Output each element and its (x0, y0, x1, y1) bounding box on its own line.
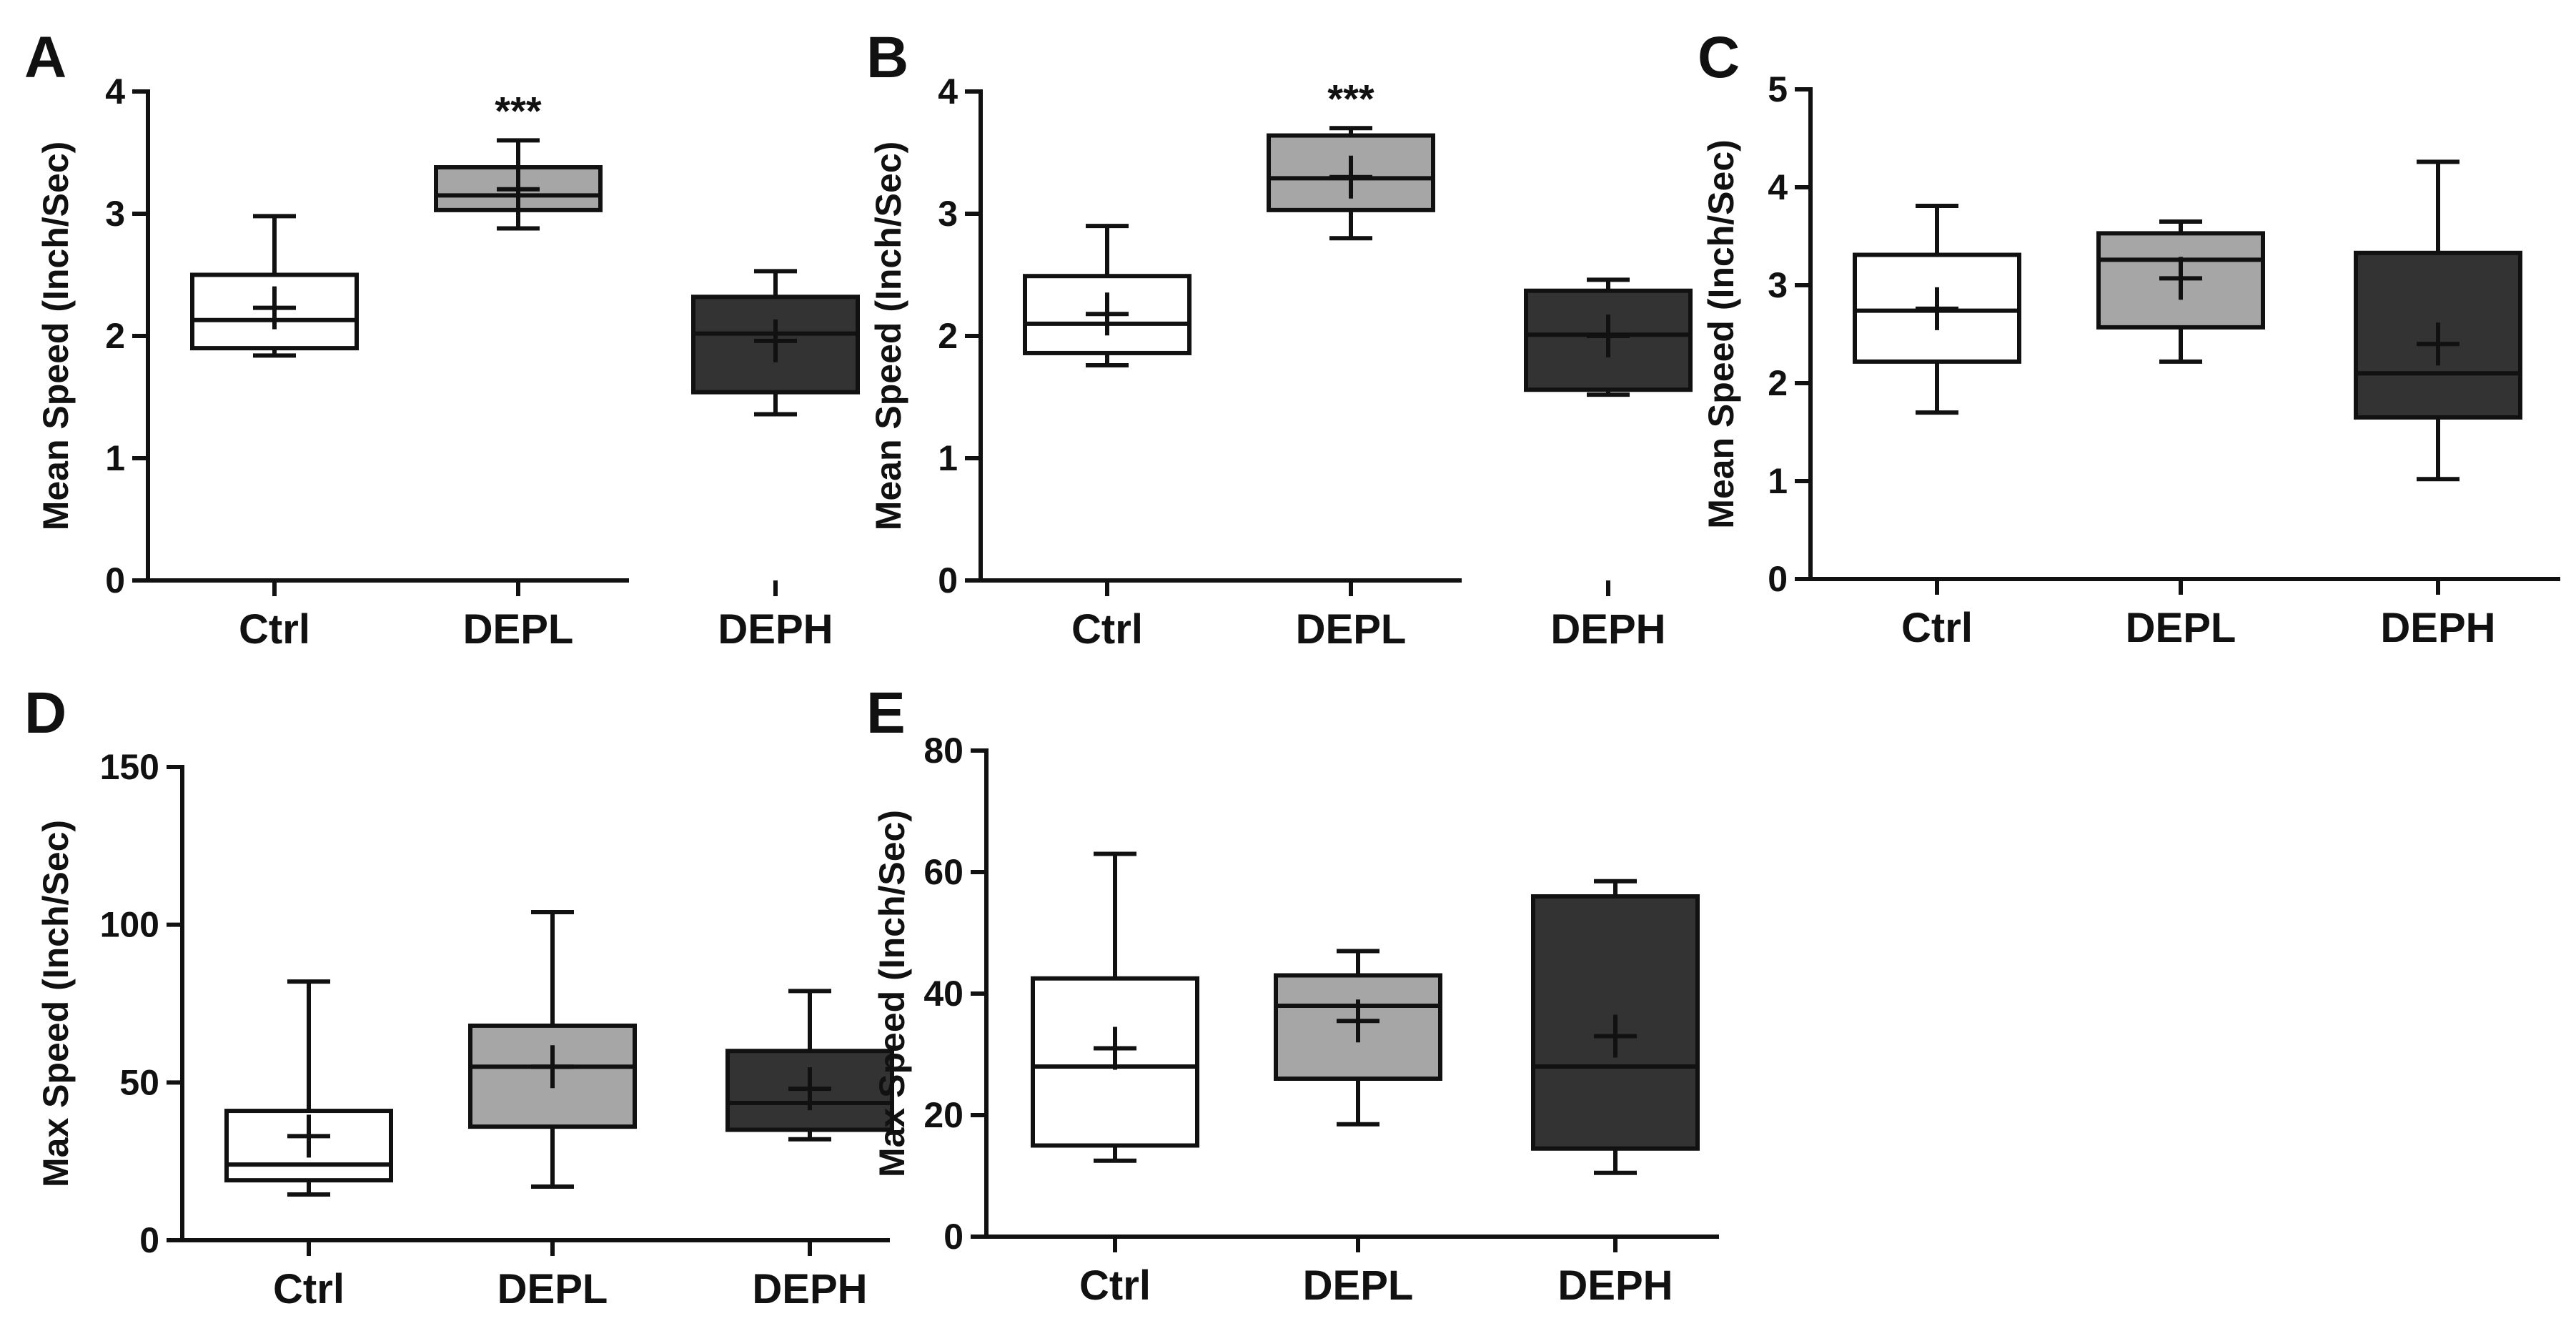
y-axis-label: Mean Speed (Inch/Sec) (868, 142, 908, 531)
y-tick-label: 0 (938, 560, 958, 600)
box-depl: *** (434, 88, 603, 231)
panel-label: B (866, 25, 908, 90)
significance-label: *** (495, 88, 542, 133)
panel-a: A 0 1 2 3 4 Mean Speed (Inch/Sec) Ctrl DEPL DEPH *… (24, 25, 860, 653)
x-tick-label: Ctrl (239, 606, 310, 653)
panel-label: A (24, 25, 66, 90)
y-axis-label: Max Speed (Inch/Sec) (36, 820, 76, 1187)
y-tick-label: 4 (105, 71, 125, 112)
y-tick-label: 0 (1768, 559, 1788, 599)
y-tick-label: 0 (105, 560, 125, 600)
y-tick-label: 1 (1768, 461, 1788, 501)
x-tick-label: DEPL (2126, 605, 2236, 651)
box-ctrl (1031, 851, 1199, 1163)
y-tick-label: 150 (100, 747, 159, 787)
panel-label: D (24, 681, 66, 746)
y-tick-label: 50 (119, 1062, 159, 1102)
panel-b: B 0 1 2 3 4 Mean Speed (Inch/Sec) Ctrl DEPL DEPH *… (866, 25, 1693, 653)
box-depl (468, 910, 637, 1189)
box-ctrl (190, 214, 359, 358)
y-tick-label: 80 (923, 731, 963, 771)
x-tick-label: Ctrl (1079, 1262, 1151, 1309)
box-deph (1524, 277, 1693, 397)
panel-c: C 0 1 2 3 4 5 Mean Speed (Inch/Sec) Ctrl DEPL DEPH (1698, 25, 2560, 651)
box-depl (2096, 219, 2265, 364)
box-ctrl (224, 979, 393, 1197)
y-tick-label: 1 (938, 438, 958, 478)
y-tick-label: 4 (1768, 167, 1788, 207)
box-deph (2354, 159, 2522, 482)
x-tick-label: Ctrl (1901, 605, 1973, 651)
x-tick-label: Ctrl (273, 1266, 345, 1312)
y-tick-label: 100 (100, 905, 159, 945)
y-tick-label: 3 (938, 194, 958, 234)
y-tick-label: 2 (1768, 363, 1788, 403)
box-depl: *** (1267, 76, 1435, 241)
significance-label: *** (1327, 76, 1374, 121)
y-tick-label: 40 (923, 974, 963, 1014)
y-tick-label: 20 (923, 1095, 963, 1135)
x-tick-label: DEPL (463, 606, 574, 653)
panel-d: D 0 50 100 150 Max Speed (Inch/Sec) Ctrl DEPL DE… (24, 681, 894, 1312)
x-tick-label: DEPH (2380, 605, 2495, 651)
y-tick-label: 2 (938, 316, 958, 356)
panel-e: E 0 20 40 60 80 Max Speed (Inch/Sec) Ctrl DEPL DE… (866, 681, 1719, 1309)
box-deph (725, 989, 894, 1142)
y-tick-label: 2 (105, 316, 125, 356)
x-tick-label: Ctrl (1071, 606, 1143, 653)
x-tick-label: DEPH (718, 606, 833, 653)
y-tick-label: 60 (923, 852, 963, 892)
y-tick-label: 3 (1768, 265, 1788, 305)
x-tick-label: DEPH (752, 1266, 867, 1312)
y-tick-label: 0 (943, 1217, 963, 1257)
box-ctrl (1853, 204, 2021, 415)
y-tick-label: 1 (105, 438, 125, 478)
iqr-box (1274, 973, 1442, 1081)
y-tick-label: 3 (105, 194, 125, 234)
box-ctrl (1023, 224, 1192, 368)
y-tick-label: 4 (938, 71, 958, 112)
x-tick-label: DEPL (1303, 1262, 1414, 1309)
panel-label: C (1698, 25, 1740, 90)
box-deph (1531, 879, 1700, 1175)
y-axis-label: Mean Speed (Inch/Sec) (1701, 139, 1741, 529)
box-deph (691, 269, 860, 417)
y-axis-label: Mean Speed (Inch/Sec) (36, 142, 76, 531)
x-tick-label: DEPL (497, 1266, 608, 1312)
panel-label: E (866, 681, 906, 746)
x-tick-label: DEPH (1557, 1262, 1673, 1309)
y-tick-label: 0 (139, 1220, 159, 1260)
y-tick-label: 5 (1768, 69, 1788, 109)
y-axis-label: Max Speed (Inch/Sec) (872, 810, 912, 1177)
box-depl (1274, 949, 1442, 1127)
x-tick-label: DEPL (1296, 606, 1407, 653)
x-tick-label: DEPH (1550, 606, 1665, 653)
